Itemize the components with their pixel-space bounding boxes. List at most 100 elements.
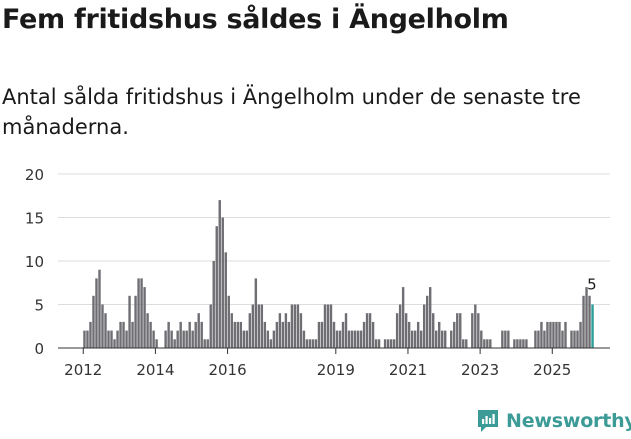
bar <box>504 330 507 348</box>
bar <box>227 295 230 348</box>
bar <box>371 321 375 348</box>
bar <box>248 313 252 348</box>
bar <box>290 304 294 348</box>
bar <box>362 321 366 348</box>
bar <box>588 295 591 348</box>
bar <box>431 313 435 348</box>
bar <box>197 313 200 348</box>
bar <box>260 304 264 348</box>
bar <box>540 321 543 348</box>
bar <box>101 304 104 348</box>
bar <box>410 330 414 348</box>
bar <box>486 339 489 348</box>
bar <box>209 304 212 348</box>
bar <box>104 313 107 348</box>
bar <box>242 330 246 348</box>
bar <box>585 287 588 348</box>
bar <box>206 339 209 348</box>
bar <box>543 330 546 348</box>
bar <box>254 278 258 348</box>
bar <box>422 304 426 348</box>
bar <box>477 313 480 348</box>
y-tick-label: 10 <box>25 253 44 271</box>
bar <box>341 321 345 348</box>
bar <box>386 339 390 348</box>
bar <box>365 313 369 348</box>
brand-name: Newsworthy <box>506 410 631 432</box>
bar <box>377 339 381 348</box>
bar <box>203 339 206 348</box>
bar <box>501 330 504 348</box>
bar <box>146 313 149 348</box>
bar <box>519 339 522 348</box>
bar <box>95 278 98 348</box>
bar <box>522 339 525 348</box>
bar <box>143 287 146 348</box>
bar <box>450 330 453 348</box>
x-tick-label: 2021 <box>389 361 427 379</box>
bar <box>230 313 233 348</box>
bar <box>92 295 95 348</box>
x-tick-label: 2016 <box>208 361 246 379</box>
bar <box>131 321 134 348</box>
bar <box>555 321 558 348</box>
y-tick-label: 0 <box>34 340 44 358</box>
bar <box>137 278 140 348</box>
bar <box>338 330 342 348</box>
bar <box>435 330 438 348</box>
bar <box>212 261 215 348</box>
bar <box>401 287 405 348</box>
x-tick-label: 2012 <box>64 361 102 379</box>
bar <box>335 330 339 348</box>
bar <box>113 339 116 348</box>
bar <box>308 339 312 348</box>
bar <box>218 200 221 348</box>
bar <box>389 339 393 348</box>
bar <box>404 313 408 348</box>
bar <box>128 295 131 348</box>
bar <box>425 295 429 348</box>
bar <box>480 330 483 348</box>
bar <box>453 321 456 348</box>
bar <box>329 304 333 348</box>
bar <box>344 313 348 348</box>
bar <box>233 321 236 348</box>
bar <box>428 287 432 348</box>
bar <box>317 321 321 348</box>
bar <box>465 339 468 348</box>
bar <box>275 321 279 348</box>
y-tick-label: 15 <box>25 210 44 228</box>
bar <box>215 226 218 348</box>
bar <box>122 321 125 348</box>
bar <box>185 330 188 348</box>
bar <box>119 321 122 348</box>
bar <box>164 330 167 348</box>
y-tick-label: 5 <box>34 297 44 315</box>
bar <box>576 330 579 348</box>
bar <box>269 339 273 348</box>
bar <box>245 330 249 348</box>
bar <box>293 304 297 348</box>
bar <box>149 321 152 348</box>
bar <box>459 313 462 348</box>
bar <box>152 330 155 348</box>
bar <box>323 304 327 348</box>
bar <box>305 339 309 348</box>
bar <box>471 313 474 348</box>
x-tick-label: 2019 <box>317 361 355 379</box>
bar <box>573 330 576 348</box>
bar <box>444 330 447 348</box>
bar <box>86 330 89 348</box>
x-tick-label: 2014 <box>136 361 174 379</box>
bar <box>278 313 282 348</box>
bar <box>266 330 270 348</box>
bar <box>537 330 540 348</box>
bar <box>570 330 573 348</box>
bar <box>287 321 291 348</box>
bar <box>140 278 143 348</box>
bar <box>516 339 519 348</box>
bar <box>489 339 492 348</box>
bar <box>281 321 285 348</box>
bar <box>350 330 354 348</box>
bar <box>407 321 411 348</box>
